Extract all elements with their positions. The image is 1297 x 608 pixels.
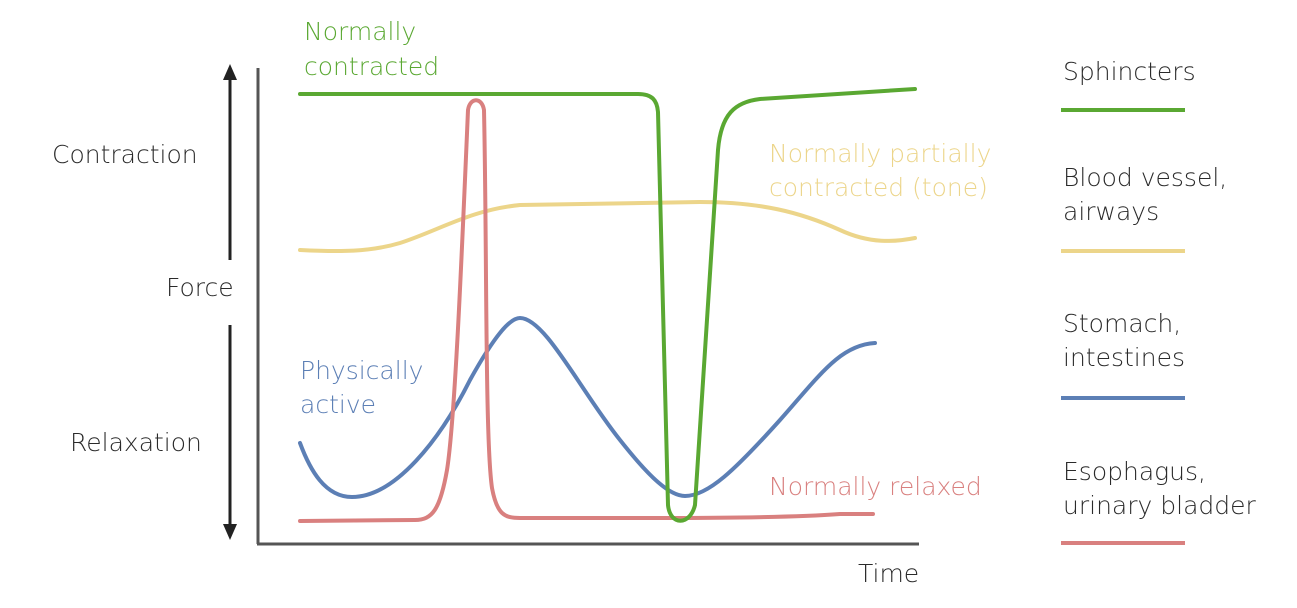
legend-label-stomach-line1: Stomach, [1063, 309, 1181, 338]
red-relaxed-curve [298, 98, 875, 523]
blue-active-curve [298, 315, 877, 500]
blue-annotation-line1: Physically [300, 356, 423, 385]
x-axis-label: Time [858, 559, 919, 588]
legend-label-esophagus-line1: Esophagus, [1063, 457, 1206, 486]
y-axis-label: Force [166, 273, 234, 302]
green-sphincter-curve [298, 87, 917, 523]
yellow-tone-curve [298, 199, 917, 254]
green-annotation-line2: contracted [304, 52, 439, 81]
y-low-label: Relaxation [70, 428, 202, 457]
legend-label-esophagus-line2: urinary bladder [1063, 491, 1257, 520]
yellow-annotation-line1: Normally partially [769, 139, 991, 168]
legend-label-stomach-line2: intestines [1063, 343, 1185, 372]
legend-label-blood-vessel-line1: Blood vessel, [1063, 163, 1227, 192]
green-annotation-line1: Normally [304, 17, 416, 46]
down-arrow-icon [223, 524, 237, 540]
legend-label-blood-vessel-line2: airways [1063, 197, 1159, 226]
yellow-annotation-line2: contracted (tone) [769, 173, 988, 202]
up-arrow-icon [223, 64, 237, 80]
blue-annotation-line2: active [300, 390, 376, 419]
red-annotation: Normally relaxed [769, 472, 982, 501]
legend-label-sphincters: Sphincters [1063, 57, 1196, 86]
y-high-label: Contraction [52, 140, 198, 169]
